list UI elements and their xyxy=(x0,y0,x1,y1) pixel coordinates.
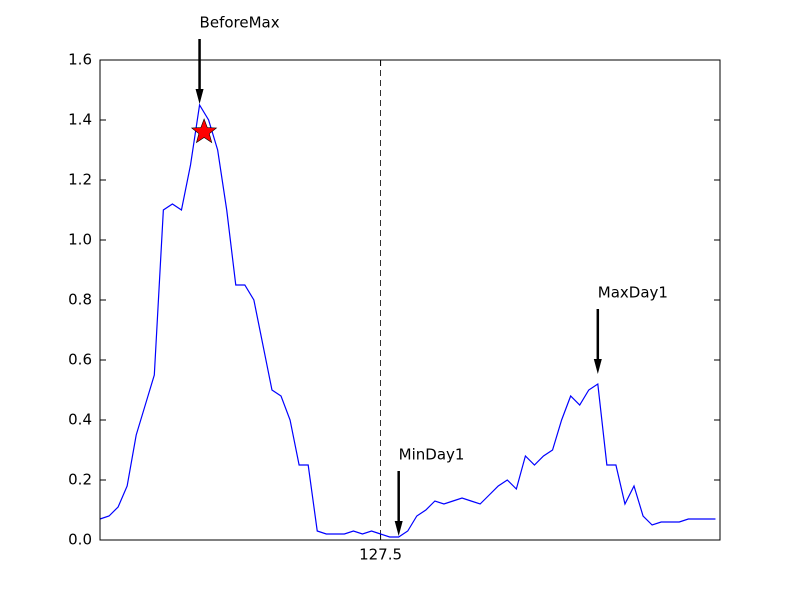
y-tick-label: 0.4 xyxy=(68,411,92,429)
annotation-arrowhead xyxy=(593,359,602,374)
data-line xyxy=(99,103,716,538)
annotation-arrowhead xyxy=(195,89,204,104)
y-tick-label: 1.6 xyxy=(68,51,92,69)
annotation-label: MinDay1 xyxy=(399,446,465,464)
star-marker xyxy=(190,118,218,144)
y-tick-label: 1.0 xyxy=(68,231,92,249)
y-tick-label: 0.0 xyxy=(68,531,92,549)
x-tick-label: 127.5 xyxy=(359,546,402,564)
plot-frame xyxy=(99,59,721,541)
annotation-label: BeforeMax xyxy=(200,14,280,32)
y-tick-label: 1.4 xyxy=(68,111,92,129)
y-tick-label: 1.2 xyxy=(68,171,92,189)
y-tick-label: 0.8 xyxy=(68,291,92,309)
annotation-label: MaxDay1 xyxy=(598,284,668,302)
y-tick-label: 0.6 xyxy=(68,351,92,369)
annotation-arrowhead xyxy=(394,521,403,536)
y-tick-label: 0.2 xyxy=(68,471,92,489)
